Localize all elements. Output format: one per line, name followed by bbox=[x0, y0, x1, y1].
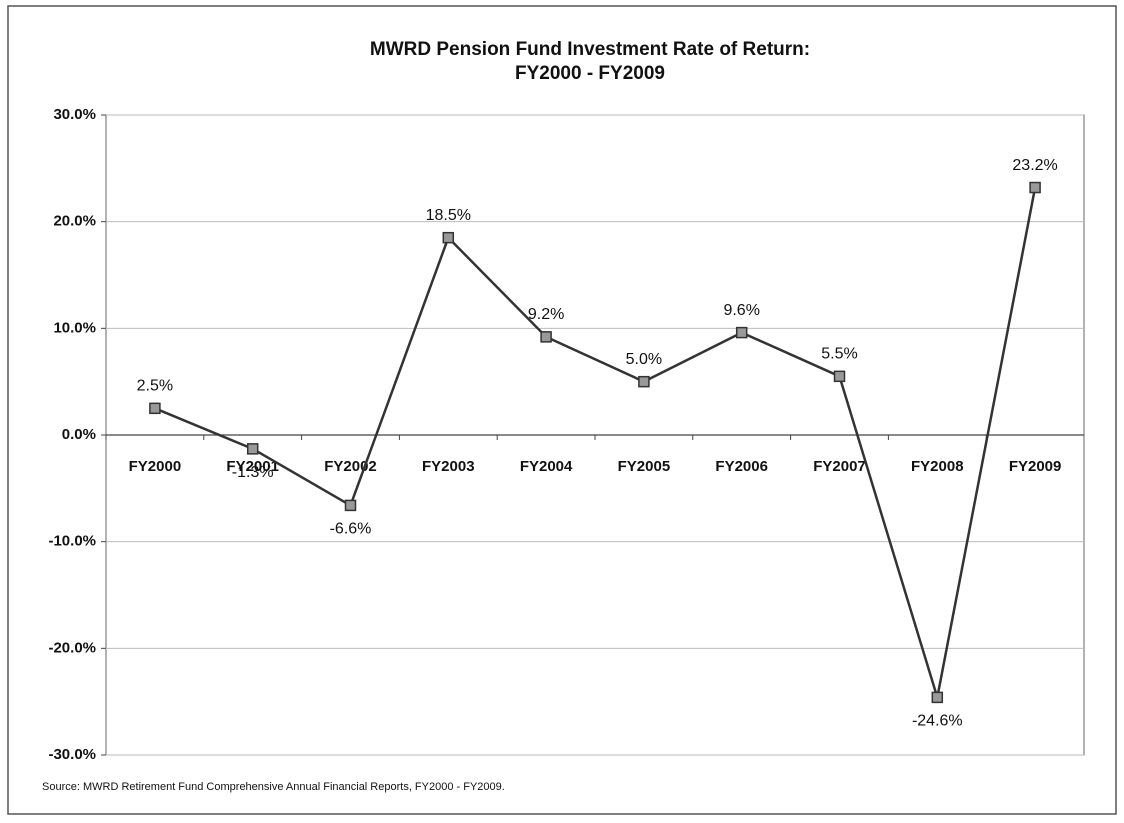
x-tick-label: FY2004 bbox=[520, 458, 573, 475]
x-tick-label: FY2005 bbox=[618, 458, 671, 475]
source-note: Source: MWRD Retirement Fund Comprehensi… bbox=[42, 781, 505, 793]
data-label: -24.6% bbox=[912, 713, 963, 730]
data-point bbox=[344, 499, 357, 512]
x-tick-label: FY2002 bbox=[324, 458, 377, 475]
x-tick-label: FY2006 bbox=[715, 458, 768, 475]
data-label: 9.6% bbox=[723, 302, 759, 319]
y-tick-label: 10.0% bbox=[53, 319, 96, 336]
data-label: 2.5% bbox=[137, 378, 173, 395]
data-point bbox=[931, 691, 944, 704]
x-tick-label: FY2009 bbox=[1009, 458, 1062, 475]
data-point bbox=[833, 370, 846, 383]
data-label: 5.5% bbox=[821, 346, 857, 363]
data-label: 18.5% bbox=[426, 207, 471, 224]
y-tick-label: 30.0% bbox=[53, 106, 96, 123]
data-point bbox=[149, 402, 161, 415]
x-tick-label: FY2003 bbox=[422, 458, 475, 475]
y-tick-label: 20.0% bbox=[53, 213, 96, 230]
data-point bbox=[442, 231, 455, 244]
y-tick-label: -30.0% bbox=[48, 746, 96, 763]
data-label: -1.3% bbox=[232, 464, 274, 481]
data-label: 9.2% bbox=[528, 306, 564, 323]
data-point bbox=[638, 375, 650, 388]
y-tick-label: 0.0% bbox=[62, 426, 96, 443]
x-tick-label: FY2000 bbox=[129, 458, 182, 475]
chart-border bbox=[7, 5, 1117, 815]
y-tick-label: -10.0% bbox=[48, 533, 96, 550]
data-point bbox=[1029, 181, 1041, 194]
data-label: 5.0% bbox=[626, 351, 662, 368]
data-point bbox=[246, 443, 259, 455]
x-tick-label: FY2001 bbox=[226, 458, 279, 475]
series-line bbox=[154, 187, 1037, 698]
data-point bbox=[540, 331, 552, 343]
y-tick-label: -20.0% bbox=[48, 639, 96, 656]
data-label: -6.6% bbox=[330, 521, 372, 538]
x-tick-label: FY2008 bbox=[911, 458, 964, 475]
chart-title: FY2000 - FY2009 bbox=[515, 63, 665, 84]
x-tick-label: FY2007 bbox=[813, 458, 866, 475]
data-point bbox=[735, 326, 748, 339]
data-label: 23.2% bbox=[1012, 157, 1057, 174]
chart-title: MWRD Pension Fund Investment Rate of Ret… bbox=[370, 39, 810, 60]
